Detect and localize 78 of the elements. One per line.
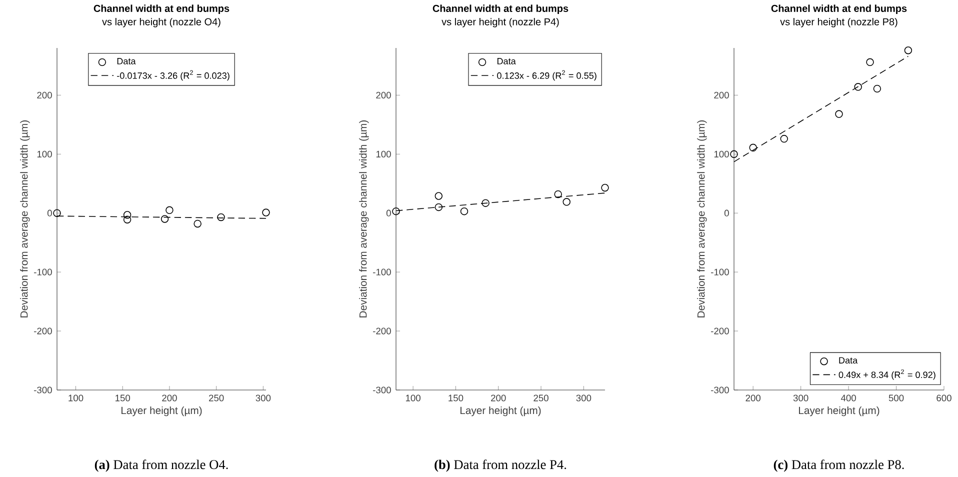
y-tick-label: 0 bbox=[47, 210, 52, 216]
x-tick-label: 600 bbox=[936, 394, 952, 402]
chart-subtitle: vs layer height (nozzle O4) bbox=[102, 18, 220, 28]
y-tick-label: 200 bbox=[714, 92, 729, 98]
x-tick-label: 400 bbox=[840, 394, 856, 402]
x-axis-title: Layer height (µm) bbox=[798, 406, 880, 416]
x-tick-label: 200 bbox=[746, 394, 761, 402]
point bbox=[873, 84, 882, 93]
y-tick-label: 100 bbox=[714, 150, 729, 158]
legend-label: -0.0173x - 3.26 (R$^{2}$ = 0.023) bbox=[117, 70, 230, 81]
legend-label: Data bbox=[839, 357, 858, 364]
y-tick-label: 0 bbox=[386, 210, 391, 216]
y-tick-label: -300 bbox=[34, 386, 52, 394]
point bbox=[866, 58, 874, 66]
chart-title: Channel width at end bumps bbox=[432, 4, 568, 14]
legend-label: 0.123x - 6.29 (R$^{2}$ = 0.55) bbox=[497, 70, 596, 81]
y-tick-label: 100 bbox=[37, 150, 52, 158]
point bbox=[835, 110, 843, 118]
x-tick-label: 200 bbox=[491, 394, 506, 402]
y-tick-label: -200 bbox=[711, 328, 729, 334]
point bbox=[780, 134, 788, 143]
y-tick-label: 200 bbox=[376, 92, 391, 98]
y-tick-label: -100 bbox=[711, 268, 729, 276]
text: (c) Data from nozzle P8. bbox=[774, 460, 904, 472]
x-axis-title: Layer height (µm) bbox=[460, 406, 541, 416]
legend-label: Data bbox=[497, 58, 516, 64]
y-axis-title: Deviation from average channel width (µm) bbox=[359, 120, 369, 318]
y-tick-label: -200 bbox=[34, 328, 52, 334]
point bbox=[904, 46, 912, 54]
y-axis-title: Deviation from average channel width (µm) bbox=[697, 120, 707, 318]
point bbox=[392, 207, 400, 216]
point bbox=[482, 199, 490, 207]
x-tick-label: 150 bbox=[448, 394, 464, 402]
y-tick-label: -200 bbox=[373, 328, 391, 334]
point bbox=[854, 83, 862, 91]
x-tick-label: 300 bbox=[256, 394, 271, 402]
chart-subtitle: vs layer height (nozzle P8) bbox=[780, 18, 898, 28]
x-tick-label: 150 bbox=[116, 394, 130, 402]
point bbox=[730, 150, 738, 158]
point bbox=[554, 190, 562, 198]
point bbox=[123, 216, 132, 224]
x-tick-label: 250 bbox=[534, 394, 548, 402]
chart-subtitle: vs layer height (nozzle P4) bbox=[442, 18, 559, 28]
point bbox=[434, 192, 443, 200]
x-tick-label: 300 bbox=[576, 394, 592, 402]
text: (a) Data from nozzle O4. bbox=[94, 460, 228, 472]
y-tick-label: 200 bbox=[37, 92, 52, 98]
x-tick-label: 100 bbox=[68, 394, 84, 402]
point bbox=[160, 215, 169, 223]
x-tick-label: 250 bbox=[209, 394, 224, 402]
y-tick-label: -300 bbox=[373, 386, 391, 394]
point bbox=[194, 220, 202, 228]
point bbox=[123, 211, 132, 219]
point bbox=[749, 144, 757, 152]
point bbox=[53, 209, 61, 217]
chart-title: Channel width at end bumps bbox=[771, 4, 907, 14]
text: (b) Data from nozzle P4. bbox=[434, 460, 566, 472]
point bbox=[434, 203, 443, 212]
x-tick-label: 100 bbox=[406, 394, 420, 402]
y-tick-label: 100 bbox=[376, 150, 391, 158]
point bbox=[166, 206, 174, 214]
y-axis-title: Deviation from average channel width (µm) bbox=[20, 120, 30, 318]
chart-title: Channel width at end bumps bbox=[94, 4, 230, 14]
x-axis-title: Layer height (µm) bbox=[122, 406, 202, 416]
legend-label: Data bbox=[117, 58, 136, 64]
x-tick-label: 500 bbox=[888, 394, 904, 402]
point bbox=[262, 208, 270, 216]
y-tick-label: 0 bbox=[724, 210, 729, 216]
y-tick-label: -300 bbox=[711, 386, 729, 394]
point bbox=[217, 213, 225, 222]
x-tick-label: 300 bbox=[793, 394, 808, 402]
y-tick-label: -100 bbox=[373, 268, 391, 276]
point bbox=[601, 184, 609, 192]
point bbox=[562, 198, 570, 206]
y-tick-label: -100 bbox=[34, 268, 52, 276]
point bbox=[460, 207, 468, 216]
x-tick-label: 200 bbox=[162, 394, 177, 402]
legend-label: 0.49x + 8.34 (R$^{2}$ = 0.92) bbox=[838, 369, 936, 380]
